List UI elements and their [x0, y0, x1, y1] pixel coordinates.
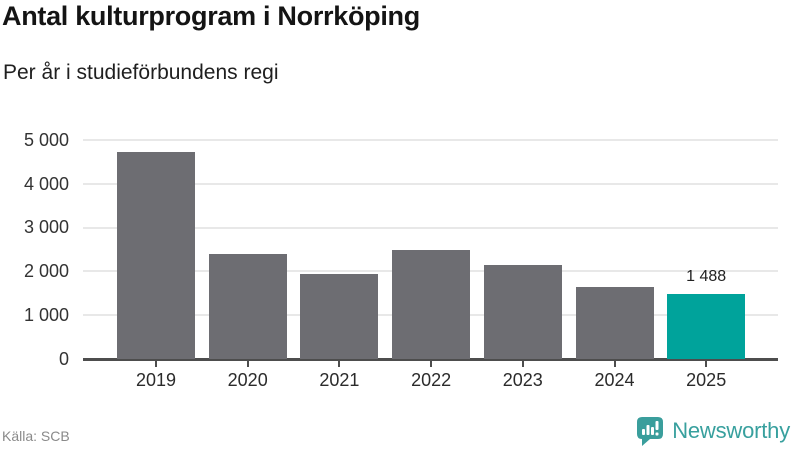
x-axis-tick-2024	[613, 360, 616, 367]
logo-speech-bubble	[637, 417, 664, 446]
bar-2022	[392, 249, 471, 359]
gridline-5000	[83, 139, 778, 141]
x-axis-label-2025: 2025	[686, 370, 727, 390]
bar-2025	[667, 293, 746, 359]
gridline-4000	[83, 182, 778, 185]
bar-2023	[483, 265, 562, 359]
y-axis-label-4000: 4 000	[23, 173, 69, 194]
y-axis-label-2000: 2 000	[23, 261, 69, 282]
source-text: Källa: SCB	[2, 428, 70, 444]
newsworthy-logo: Newsworthy	[636, 416, 790, 446]
bar-2019	[117, 152, 195, 359]
x-axis-tick-2022	[430, 360, 433, 367]
newsworthy-logo-icon	[637, 417, 664, 446]
bar-2020	[208, 253, 287, 359]
logo-bar-3	[651, 427, 655, 435]
newsworthy-logo-text: Newsworthy	[672, 418, 790, 443]
logo-exclamation-dot	[655, 432, 659, 436]
x-axis-tick-2020	[246, 360, 249, 367]
y-axis-label-1000: 1 000	[23, 305, 69, 326]
bar-value-label-2025: 1 488	[686, 267, 727, 285]
y-axis-label-0: 0	[58, 348, 69, 369]
logo-bar-2	[646, 425, 650, 435]
x-axis-label-2021: 2021	[319, 370, 360, 390]
bar-2021	[300, 274, 379, 359]
plot-area: 0 1 000 2 000 3 000 4 000 5 000 2019 2020 2021 20…	[24, 131, 778, 390]
x-axis-tick-2023	[521, 360, 524, 367]
x-axis-label-2020: 2020	[227, 370, 268, 390]
x-axis-tick-2019	[155, 360, 157, 367]
logo-exclamation-bar	[655, 421, 659, 430]
y-axis-label-3000: 3 000	[23, 217, 69, 238]
gridline-3000	[83, 226, 778, 229]
bar-2024	[575, 287, 654, 359]
logo-bar-1	[642, 429, 646, 435]
x-axis-label-2022: 2022	[411, 370, 452, 390]
x-axis-tick-2025	[705, 360, 708, 367]
x-axis-label-2024: 2024	[594, 370, 635, 390]
x-axis-tick-2021	[338, 360, 341, 367]
x-axis-label-2023: 2023	[502, 370, 543, 390]
chart-title: Antal kulturprogram i Norrköping	[2, 1, 420, 31]
x-axis-line	[83, 358, 778, 361]
x-axis-label-2019: 2019	[135, 370, 177, 390]
chart-subtitle: Per år i studieförbundens regi	[3, 61, 279, 84]
y-axis-label-5000: 5 000	[23, 129, 69, 150]
